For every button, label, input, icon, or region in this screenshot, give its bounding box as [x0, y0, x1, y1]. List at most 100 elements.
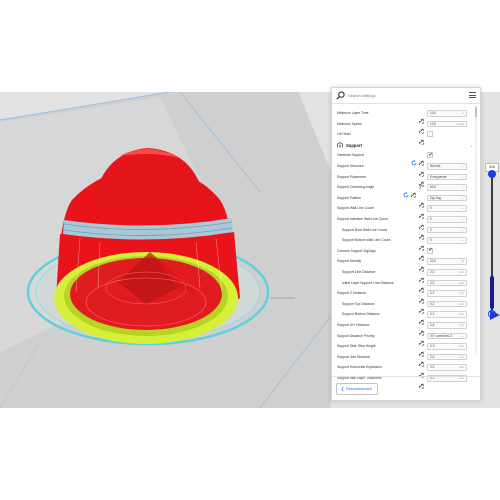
- recommended-button[interactable]: ❮ Recommended: [336, 383, 378, 395]
- link-icon[interactable]: [419, 270, 425, 283]
- layer-slider[interactable]: 316: [482, 160, 500, 320]
- setting-value-field[interactable]: 0.2 mm: [427, 300, 467, 308]
- settings-search-bar: [332, 88, 480, 104]
- setting-value-field[interactable]: 0 ⌄: [427, 205, 467, 212]
- setting-value-field[interactable]: 0.2 mm: [427, 311, 467, 318]
- link-icon[interactable]: [419, 111, 425, 124]
- link-icon[interactable]: [419, 132, 425, 145]
- function-icon[interactable]: ƒ: [420, 184, 422, 191]
- link-icon[interactable]: [419, 259, 425, 272]
- setting-checkbox[interactable]: ✔: [427, 247, 433, 254]
- setting-row[interactable]: Support Horizontal Expansion 0.0 mm: [332, 363, 474, 378]
- reset-icon[interactable]: [403, 185, 409, 198]
- setting-row[interactable]: Support Wall Line Count 0 ⌄: [332, 204, 474, 219]
- setting-row[interactable]: Support Pattern Zig Zag ⌄: [332, 194, 474, 208]
- setting-row[interactable]: Support Interface Wall Line Count 0 ⌄: [332, 215, 474, 230]
- setting-row[interactable]: Support Roof Wall Line Count 0 ⌄: [332, 226, 474, 240]
- setting-value: 0.2: [430, 301, 435, 306]
- navigation-arrow-icon[interactable]: [488, 308, 500, 322]
- setting-row[interactable]: Support X/Y Distance 0.6 mm: [332, 321, 474, 336]
- link-icon[interactable]: [419, 206, 425, 219]
- setting-value-field[interactable]: 0 ⌄: [427, 216, 467, 223]
- layer-slider-active-range[interactable]: [490, 276, 494, 309]
- link-icon[interactable]: [419, 195, 425, 208]
- layer-slider-top-handle[interactable]: [488, 170, 496, 178]
- setting-row[interactable]: Initial Layer Support Line Distance 2.0 mm: [332, 279, 474, 293]
- link-icon[interactable]: [419, 174, 425, 187]
- setting-row[interactable]: Support Join Distance 2.0 mm: [332, 353, 474, 367]
- setting-value-field[interactable]: 2.0 mm: [427, 353, 467, 361]
- setting-value-field[interactable]: 0.3 mm: [427, 343, 467, 350]
- setting-row[interactable]: Support Infill Layer Thickness 0.2 mm: [332, 374, 474, 389]
- link-icon[interactable]: [419, 227, 425, 240]
- setting-value-field[interactable]: 0.0 mm: [427, 364, 467, 371]
- setting-row[interactable]: Support Line Distance 2.0 mm: [332, 268, 474, 283]
- link-icon[interactable]: [419, 280, 425, 293]
- link-icon[interactable]: [419, 323, 425, 336]
- setting-value-field[interactable]: 0 ⌄: [427, 226, 467, 234]
- setting-row[interactable]: Lift Head: [332, 130, 474, 145]
- link-icon[interactable]: [419, 217, 425, 230]
- setting-value: 0.2: [430, 312, 435, 317]
- link-icon[interactable]: [419, 164, 425, 177]
- link-icon[interactable]: [419, 354, 425, 367]
- setting-row[interactable]: Support Bottom Distance 0.2 mm: [332, 310, 474, 325]
- setting-value-field[interactable]: 10.0 s: [427, 110, 467, 117]
- setting-row[interactable]: Support Overhang Angle ƒ 60.0 °: [332, 183, 474, 198]
- setting-checkbox[interactable]: [427, 131, 433, 138]
- link-icon[interactable]: [411, 185, 417, 198]
- setting-value-field[interactable]: 0 ⌄: [427, 237, 467, 244]
- setting-row[interactable]: Support Z Distance 0.2 mm: [332, 289, 474, 304]
- settings-scrollbar[interactable]: [475, 105, 477, 355]
- setting-value-field[interactable]: 20.0%: [427, 258, 467, 265]
- settings-scrollbar-thumb[interactable]: [475, 107, 477, 117]
- setting-row[interactable]: Minimum Speed 10.0 mm/s: [332, 120, 474, 134]
- setting-row[interactable]: Support Stair Step Height 0.3 mm: [332, 342, 474, 357]
- setting-row[interactable]: Connect Support ZigZags ✔: [332, 247, 474, 261]
- link-icon[interactable]: [419, 365, 425, 378]
- layer-slider-track[interactable]: [491, 173, 493, 313]
- print-settings-panel: Minimum Layer Time 10.0 s Minimum Speed 10.0…: [331, 87, 481, 401]
- setting-value-field[interactable]: 60.0 °: [427, 184, 467, 191]
- setting-value-field[interactable]: 0.2 mm: [427, 290, 467, 297]
- settings-menu-icon[interactable]: [469, 92, 476, 98]
- setting-unit: mm: [459, 344, 464, 349]
- search-input[interactable]: [348, 91, 458, 100]
- link-icon[interactable]: [419, 121, 425, 134]
- setting-value-field[interactable]: X/Y overrides Z ⌄: [427, 332, 467, 340]
- setting-label: Support Z Distance: [337, 291, 367, 296]
- setting-unit: mm: [459, 291, 464, 296]
- setting-row[interactable]: Support Bottom Wall Line Count 0 ⌄: [332, 236, 474, 251]
- setting-row[interactable]: Generate Support ✔: [332, 151, 474, 166]
- chevron-down-icon[interactable]: ⌄: [470, 142, 474, 148]
- setting-row[interactable]: Support Top Distance 0.2 mm: [332, 300, 474, 314]
- link-icon[interactable]: [419, 153, 425, 166]
- link-icon[interactable]: [419, 301, 425, 314]
- setting-value-field[interactable]: 2.0 mm: [427, 279, 467, 287]
- setting-value-field[interactable]: 2.0 mm: [427, 269, 467, 276]
- link-icon[interactable]: [419, 376, 425, 389]
- volume-edge-line: [0, 92, 172, 121]
- setting-value-field[interactable]: 0.6 mm: [427, 322, 467, 329]
- reset-icon[interactable]: [411, 153, 417, 166]
- setting-row[interactable]: Support Structure Normal ⌄: [332, 162, 474, 177]
- setting-row[interactable]: Support Placement Everywhere ⌄: [332, 173, 474, 187]
- link-icon[interactable]: [419, 344, 425, 357]
- setting-checkbox[interactable]: ✔: [427, 152, 433, 159]
- link-icon[interactable]: [419, 312, 425, 325]
- setting-value-field[interactable]: Normal ⌄: [427, 163, 467, 170]
- setting-row[interactable]: Support Distance Priority X/Y overrides Z…: [332, 332, 474, 346]
- setting-label: Support Roof Wall Line Count: [342, 227, 387, 232]
- setting-row[interactable]: Minimum Layer Time 10.0 s: [332, 109, 474, 124]
- setting-value-field[interactable]: Everywhere ⌄: [427, 173, 467, 181]
- link-icon[interactable]: [419, 248, 425, 261]
- setting-label: Support Pattern: [337, 195, 361, 200]
- setting-value-field[interactable]: 0.2 mm: [427, 375, 467, 382]
- link-icon[interactable]: [419, 238, 425, 251]
- section-header-support[interactable]: Support ⌄: [332, 141, 474, 150]
- link-icon[interactable]: [419, 333, 425, 346]
- link-icon[interactable]: [419, 291, 425, 304]
- setting-value-field[interactable]: Zig Zag ⌄: [427, 194, 467, 202]
- setting-value-field[interactable]: 10.0 mm/s: [427, 120, 467, 128]
- setting-row[interactable]: Support Density 20.0%: [332, 257, 474, 272]
